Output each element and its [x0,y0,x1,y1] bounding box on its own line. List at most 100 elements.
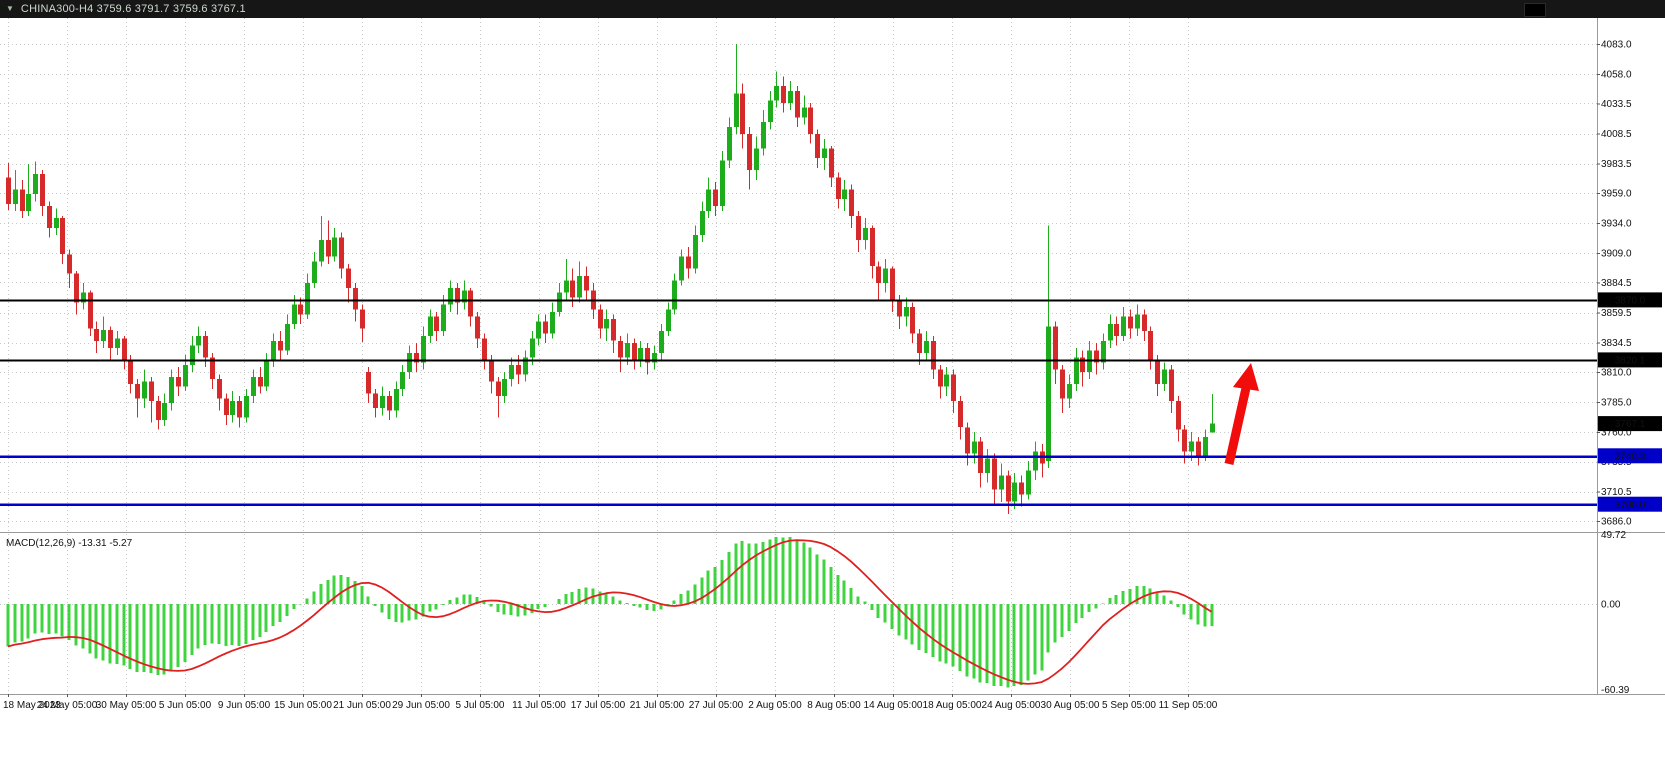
price-tag-label: 3767.1 [1615,419,1646,430]
price-tag[interactable] [1598,448,1662,464]
candle-body [298,304,303,315]
candle-body [142,381,147,399]
candle-body [496,381,501,396]
trend-arrow [1224,363,1259,465]
price-axis-label: 3909.0 [1601,249,1632,260]
time-axis-label: 18 May 2023 [3,700,61,711]
candle-body [40,173,45,207]
candle-body [972,441,977,454]
time-axis-label: 24 May 05:00 [37,700,98,711]
candle-body [516,364,521,375]
horizontal-lines[interactable] [0,299,1597,506]
price-axis-label: 4058.0 [1601,70,1632,81]
candle-body [387,396,392,411]
candle-body [196,336,201,346]
candle-body [60,218,65,255]
candle-body [808,107,813,135]
price-axis-label: 3834.5 [1601,338,1632,349]
candle-body [1162,369,1167,384]
candle-body [360,309,365,329]
time-axis-label: 21 Jun 05:00 [333,700,391,711]
candle-body [108,330,113,348]
price-axis-label: 3760.0 [1601,428,1632,439]
candle-body [761,122,766,149]
price-tags[interactable]: 3870.0 3820.1 3740.3 3700.0 3767.1 [1598,292,1662,512]
time-axis-label: 21 Jul 05:00 [630,700,685,711]
price-tag[interactable] [1598,352,1662,368]
candle-body [1053,326,1058,370]
candle-body [366,372,371,394]
candle-body [577,275,582,298]
candle-body [965,427,970,454]
grid [0,18,1597,694]
candle-body [604,319,609,329]
price-tag-label: 3700.0 [1615,500,1646,511]
candle-body [13,189,18,204]
candle-body [1080,357,1085,372]
time-axis-label: 5 Sep 05:00 [1102,700,1156,711]
candle-body [1067,384,1072,399]
price-axis-label: 3859.5 [1601,308,1632,319]
time-axis-label: 17 Jul 05:00 [571,700,626,711]
time-axis-label: 2 Aug 05:00 [748,700,802,711]
price-tag[interactable] [1598,416,1662,432]
candle-body [149,381,154,401]
pane-separators [0,18,1665,695]
candle-body [6,177,11,204]
time-axis-label: 15 Jun 05:00 [274,700,332,711]
candle-body [781,86,786,103]
candle-body [1155,360,1160,384]
candle-body [339,237,344,269]
candle-body [1046,326,1051,461]
candle-body [768,100,773,123]
candle-body [115,338,120,348]
price-tag[interactable] [1598,496,1662,512]
candle-body [190,345,195,365]
price-axis-label: 4008.5 [1601,129,1632,140]
candle-body [441,304,446,332]
candle-body [135,384,140,399]
price-axis-label: 3983.5 [1601,159,1632,170]
candle-body [468,290,473,317]
candle-body [550,311,555,334]
candle-body [26,194,31,211]
candle-body [700,211,705,235]
candle-body [67,254,72,274]
candle-body [720,160,725,207]
candle-body [271,340,276,360]
candle-body [319,239,324,262]
candle-body [1026,470,1031,495]
candle-body [258,376,263,387]
candle-body [1203,436,1208,457]
candle-body [380,396,385,408]
candle-body [598,309,603,329]
candle-body [686,256,691,269]
chart-canvas[interactable]: 4083.0 4058.0 4033.5 4008.5 3983.5 3959.0 3934… [0,18,1665,765]
candle-body [230,400,235,416]
price-tag[interactable] [1598,292,1662,308]
time-axis-label: 30 Aug 05:00 [1041,700,1100,711]
candle-body [462,290,467,303]
candle-body [713,189,718,207]
candle-body [1176,400,1181,430]
candle-body [346,268,351,288]
candle-body [489,360,494,382]
chevron-down-icon[interactable]: ▼ [6,4,14,13]
candle-body [244,396,249,418]
candle-body [264,360,269,387]
candle-body [1148,331,1153,360]
price-tag-label: 3740.3 [1615,451,1646,462]
candle-body [1121,316,1126,336]
candle-body [632,343,637,360]
candle-body [856,215,861,240]
candle-body [829,148,834,178]
macd-axis-label: 0.00 [1601,600,1621,611]
price-tag-label: 3870.0 [1615,296,1646,307]
candle-body [679,256,684,281]
time-axis-label: 27 Jul 05:00 [689,700,744,711]
candle-body [203,336,208,358]
macd-label: MACD(12,26,9) -13.31 -5.27 [6,538,133,549]
price-axis-label: 4033.5 [1601,99,1632,110]
candle-body [917,333,922,353]
